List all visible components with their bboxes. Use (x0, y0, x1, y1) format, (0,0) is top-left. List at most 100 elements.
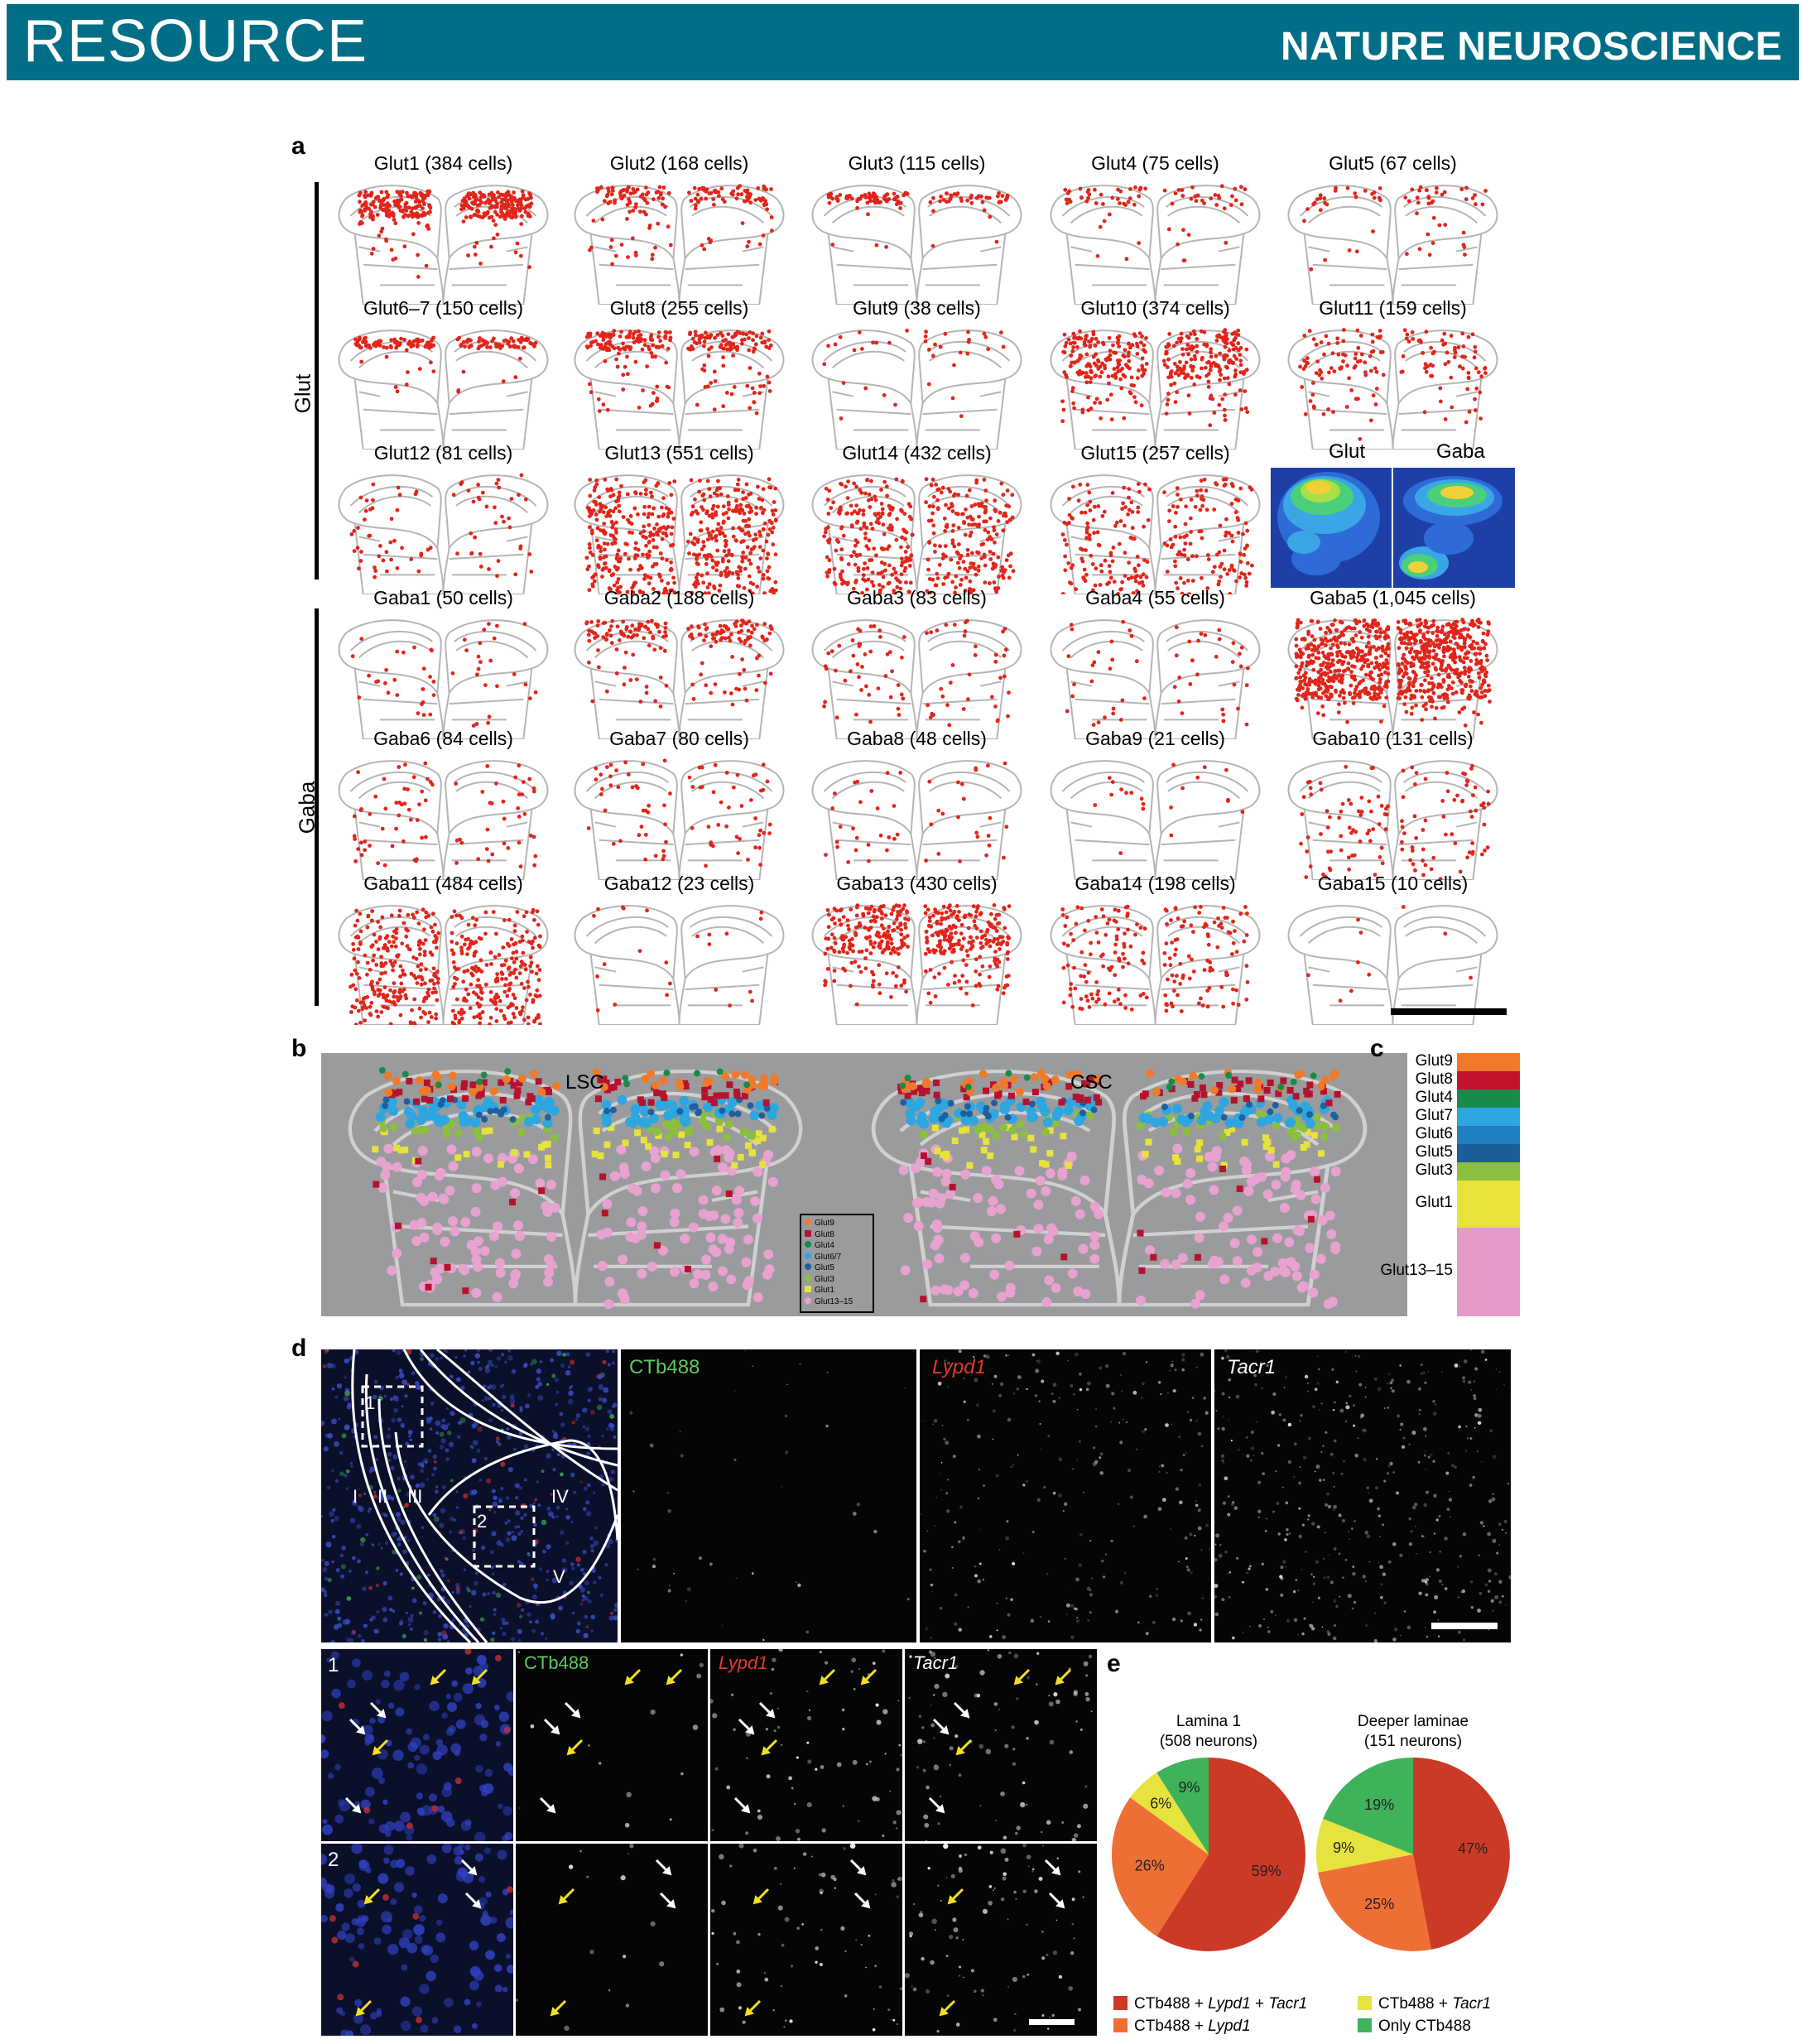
cell-dot (501, 379, 506, 383)
cell-dot (703, 335, 708, 340)
cell-dot (1001, 528, 1006, 533)
cell-dot (1440, 705, 1445, 710)
cell-dot (381, 208, 386, 213)
cell-dot (479, 344, 484, 348)
cell-dot (610, 185, 615, 190)
cell-dot (512, 190, 516, 195)
cell-dot (1414, 673, 1418, 678)
cell-dot (596, 619, 601, 623)
cell-dot (720, 197, 725, 201)
cell-dot (1427, 681, 1431, 685)
cell-dot (1113, 523, 1118, 528)
cell-dot (719, 800, 724, 805)
cell-dot (992, 528, 997, 533)
cell-dot (494, 782, 498, 786)
cell-dot (382, 985, 387, 990)
cell-dot (1102, 509, 1107, 514)
cell-dot (356, 526, 360, 530)
cell-dot (611, 533, 615, 538)
cell-dot (595, 331, 600, 336)
cell-dot (610, 618, 615, 623)
map-title: Gaba7 (80 cells) (609, 728, 749, 749)
cell-dot (1347, 825, 1352, 830)
cell-dot (1200, 366, 1204, 371)
cell-dot (738, 330, 742, 335)
cell-dot (1169, 382, 1173, 387)
cell-dot (758, 335, 763, 340)
cell-dot (421, 713, 426, 717)
cell-dot (1458, 657, 1463, 662)
cell-dot (1373, 366, 1377, 371)
cell-dot (661, 185, 666, 190)
cell-dot (603, 565, 608, 570)
cell-dot (1071, 345, 1075, 349)
cell-dot (929, 518, 934, 523)
cell-dot (383, 961, 388, 965)
cell-dot (1373, 873, 1377, 877)
cell-dot (1443, 417, 1448, 421)
cell-dot (1451, 622, 1456, 627)
cell-dot (1356, 648, 1361, 652)
cell-dot (1341, 352, 1345, 357)
cell-dot (747, 493, 751, 497)
cell-dot (863, 652, 868, 656)
cell-dot (1186, 233, 1191, 237)
cell-dot (1414, 771, 1419, 776)
cell-dot (656, 190, 661, 194)
cell-dot (928, 200, 933, 204)
cell-dot (1297, 685, 1301, 690)
cell-dot (725, 347, 730, 352)
cell-dot (687, 190, 691, 195)
cell-dot (1363, 657, 1367, 662)
cell-dot (1075, 358, 1080, 363)
cell-dot (931, 523, 936, 528)
cell-dot (1353, 687, 1358, 692)
cell-dot (762, 339, 767, 344)
cell-dot (726, 500, 731, 505)
cell-dot (1214, 654, 1219, 659)
cell-dot (839, 555, 844, 560)
cell-dot (603, 531, 608, 536)
cell-dot (946, 571, 951, 576)
cell-dot (644, 488, 648, 493)
cell-dot (1223, 418, 1228, 422)
cell-dot (1414, 835, 1419, 840)
cell-dot (740, 559, 745, 564)
cell-dot (431, 680, 436, 684)
cell-dot (826, 195, 831, 200)
cell-dot (1343, 668, 1348, 673)
cell-dot (532, 863, 536, 868)
cell-dot (513, 214, 518, 219)
cell-dot (1183, 376, 1187, 380)
cell-dot (950, 541, 955, 546)
cell-dot (1195, 374, 1200, 379)
cell-dot (594, 517, 599, 522)
cell-dot (948, 681, 953, 685)
cell-dot (380, 826, 385, 831)
cell-dot (1126, 576, 1131, 581)
cell-dot (1063, 187, 1068, 192)
cell-dot (644, 185, 648, 190)
cell-dot (1231, 343, 1236, 347)
cell-dot (616, 498, 621, 503)
cell-dot (610, 188, 615, 193)
cell-dot (693, 329, 698, 334)
cell-dot (1478, 685, 1483, 690)
cell-dot (353, 337, 358, 342)
cell-dot (621, 373, 626, 378)
cell-dot (998, 510, 1002, 515)
cell-map-7: Glut8 (255 cells) (565, 297, 793, 455)
cell-map-17: Gaba2 (188 cells) (565, 587, 793, 745)
cell-dot (726, 332, 731, 336)
cell-dot (592, 488, 597, 493)
cell-map-19: Gaba4 (55 cells) (1041, 587, 1269, 745)
cell-dot (834, 668, 838, 673)
cell-dot (1462, 666, 1467, 670)
cell-dot (500, 211, 505, 216)
cell-dot (625, 186, 630, 191)
cell-dot (1384, 627, 1389, 632)
cell-dot (1319, 340, 1324, 344)
cell-dot (456, 388, 461, 392)
cell-dot (614, 671, 619, 676)
heatmap-label-glut: Glut (1329, 440, 1366, 463)
